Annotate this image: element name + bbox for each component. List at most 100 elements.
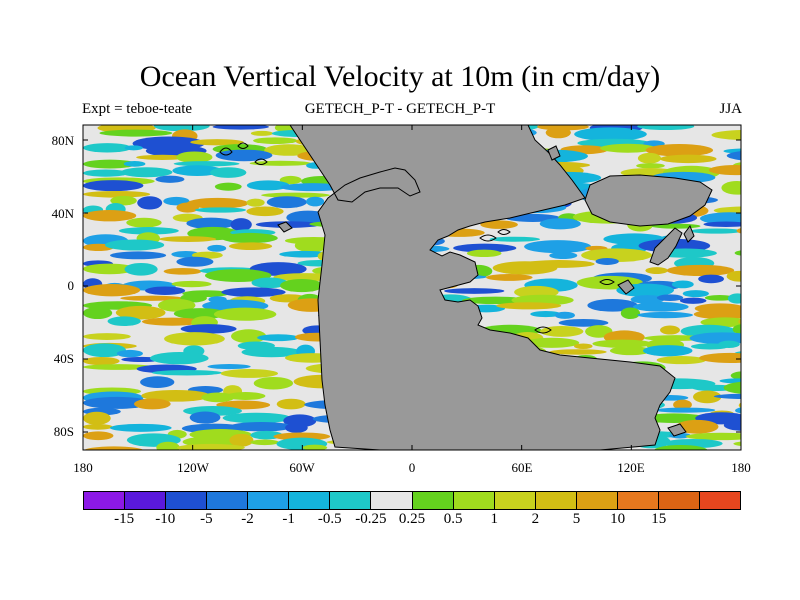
velocity-cell xyxy=(285,422,308,433)
cathaysia-land xyxy=(649,227,683,266)
velocity-cell xyxy=(228,242,273,251)
velocity-cell xyxy=(266,196,307,209)
velocity-cell xyxy=(530,311,562,318)
velocity-cell xyxy=(155,175,185,183)
velocity-cell xyxy=(466,249,502,258)
velocity-cell xyxy=(738,402,741,408)
velocity-cell xyxy=(453,243,517,253)
colorbar-swatch xyxy=(166,492,208,509)
velocity-cell xyxy=(630,295,665,304)
velocity-cell xyxy=(151,370,223,376)
velocity-cell xyxy=(253,137,298,145)
velocity-cell xyxy=(83,424,113,430)
velocity-cell xyxy=(231,329,267,344)
velocity-cell xyxy=(173,308,227,320)
velocity-cell xyxy=(228,421,294,432)
velocity-cell xyxy=(150,352,209,365)
velocity-cell xyxy=(682,290,709,298)
velocity-cell xyxy=(595,257,619,265)
velocity-cell xyxy=(444,288,505,294)
velocity-cell xyxy=(651,223,701,229)
velocity-cell xyxy=(171,280,212,288)
velocity-cell xyxy=(549,349,607,355)
velocity-cell xyxy=(679,297,707,304)
lat-label-40s: 40S xyxy=(53,351,74,366)
velocity-cell xyxy=(727,293,741,304)
velocity-cell xyxy=(213,307,277,321)
velocity-cell xyxy=(279,250,330,258)
velocity-cell xyxy=(141,317,203,326)
velocity-cell xyxy=(700,212,741,225)
velocity-cell xyxy=(660,154,717,164)
colorbar-label: -2 xyxy=(241,511,254,527)
velocity-cell xyxy=(83,396,152,409)
velocity-cell xyxy=(480,220,518,229)
lat-label-80n: 80N xyxy=(51,133,74,148)
pangea-land xyxy=(289,125,676,450)
velocity-cell xyxy=(524,240,592,254)
velocity-cell xyxy=(83,333,131,340)
velocity-cell xyxy=(685,432,741,441)
velocity-cell xyxy=(549,251,578,260)
velocity-cell xyxy=(732,324,741,335)
velocity-cell xyxy=(120,167,173,178)
velocity-cell xyxy=(172,165,222,177)
velocity-cell xyxy=(261,192,331,198)
velocity-cell xyxy=(713,393,741,400)
colorbar-swatch xyxy=(658,492,700,509)
colorbar-label: -10 xyxy=(155,511,176,527)
lon-label-120e: 120E xyxy=(617,460,645,475)
velocity-cell xyxy=(545,127,571,139)
velocity-cell xyxy=(703,221,741,227)
velocity-cell xyxy=(250,439,279,446)
velocity-cell xyxy=(280,183,345,192)
velocity-cell xyxy=(581,248,653,263)
velocity-cell xyxy=(699,352,741,364)
velocity-cell xyxy=(656,356,707,365)
velocity-cell xyxy=(698,274,725,284)
velocity-cell xyxy=(723,381,741,394)
colorbar-swatch xyxy=(535,492,577,509)
velocity-cell xyxy=(719,378,741,384)
velocity-cell xyxy=(123,161,146,167)
velocity-cell xyxy=(276,398,306,410)
velocity-cell xyxy=(221,232,278,244)
velocity-cell xyxy=(110,251,167,260)
velocity-cell xyxy=(207,244,227,252)
velocity-cell xyxy=(740,419,741,423)
velocity-cell xyxy=(704,295,735,301)
velocity-cell xyxy=(173,161,240,167)
velocity-cell xyxy=(83,190,151,198)
velocity-cell xyxy=(736,227,741,234)
colorbar-label: 5 xyxy=(572,511,581,527)
island-panthalassa-a xyxy=(277,221,293,233)
velocity-cell xyxy=(645,144,714,157)
lon-label-120w: 120W xyxy=(177,460,209,475)
velocity-cell xyxy=(246,180,290,191)
colorbar-label: -15 xyxy=(114,511,135,527)
velocity-cell xyxy=(620,307,641,320)
colorbar-swatch xyxy=(494,492,536,509)
velocity-cell xyxy=(105,239,165,251)
velocity-cell xyxy=(186,197,249,209)
colorbar-swatch xyxy=(125,492,167,509)
velocity-cell xyxy=(225,392,266,400)
colorbar-label: 0.5 xyxy=(443,511,463,527)
velocity-cell xyxy=(241,346,302,358)
velocity-cell xyxy=(721,181,741,195)
velocity-cell xyxy=(163,268,202,275)
velocity-cell xyxy=(222,412,291,424)
velocity-cell xyxy=(126,217,162,228)
velocity-cell xyxy=(693,309,741,320)
velocity-cell xyxy=(675,419,719,434)
colorbar xyxy=(83,491,741,510)
coastline-contours xyxy=(219,142,615,334)
velocity-cell xyxy=(83,343,126,358)
dataset-label: GETECH_P-T - GETECH_P-T xyxy=(304,101,496,117)
velocity-cell xyxy=(115,305,166,320)
colorbar-swatch xyxy=(617,492,659,509)
velocity-cell xyxy=(176,202,199,213)
velocity-cell xyxy=(201,392,235,403)
velocity-cell xyxy=(249,160,312,166)
velocity-cell xyxy=(207,364,251,370)
